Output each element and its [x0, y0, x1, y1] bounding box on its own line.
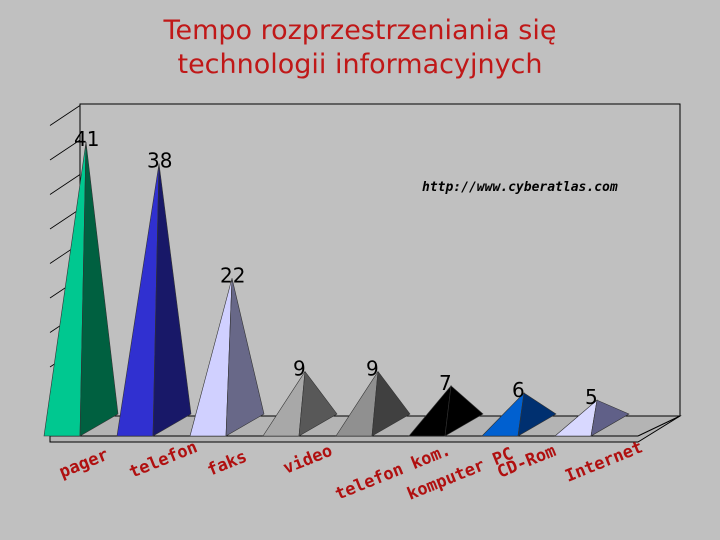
value-label: 9: [366, 356, 379, 380]
category-label: pager: [56, 445, 111, 483]
category-label: video: [280, 441, 335, 479]
pyramids: [43, 142, 630, 437]
pyramid-face-right: [371, 370, 411, 437]
pyramid-face-right: [298, 370, 338, 437]
chart-floor-right-edge: [637, 415, 681, 437]
source-url: http://www.cyberatlas.com: [422, 180, 618, 195]
value-label: 6: [512, 378, 525, 402]
pyramid-face-right: [225, 278, 265, 437]
pyramid-face-right: [444, 385, 484, 437]
pyramid-face-right: [79, 142, 119, 437]
pyramid-face-left: [43, 142, 87, 437]
pyramid-face-right: [152, 163, 192, 437]
category-label: faks: [204, 447, 249, 481]
gridline: [49, 139, 81, 161]
value-label: 38: [147, 149, 172, 173]
value-label: 9: [293, 356, 306, 380]
chart-title-line-2: technologii informacyjnych: [177, 49, 543, 80]
gridline: [49, 105, 81, 126]
value-label: 5: [585, 385, 598, 409]
chart-title-line-1: Tempo rozprzestrzeniania się: [163, 15, 557, 46]
gridline: [49, 208, 81, 230]
value-label: 7: [439, 371, 452, 395]
pyramid-face-right: [590, 399, 630, 437]
gridline: [49, 174, 81, 195]
value-label: 41: [74, 127, 99, 151]
category-label: Internet: [562, 437, 645, 486]
value-labels: 41 38 22 9 9 7 6 5: [74, 127, 598, 409]
value-label: 22: [220, 263, 245, 287]
chart-title: Tempo rozprzestrzeniania się technologii…: [0, 14, 720, 82]
category-label: telefon: [126, 437, 200, 482]
pyramid-face-right: [517, 392, 557, 437]
